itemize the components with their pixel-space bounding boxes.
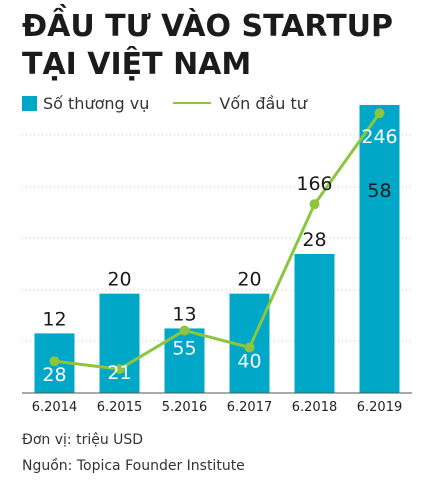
bar-label-6.2015: 20 xyxy=(107,269,131,291)
line-label-5.2016: 55 xyxy=(172,337,196,359)
line-label-6.2017: 40 xyxy=(237,351,261,373)
x-tick-6.2019: 6.2019 xyxy=(357,400,403,415)
bar-6.2018 xyxy=(294,253,335,393)
line-label-6.2019: 246 xyxy=(361,126,397,148)
x-tick-6.2018: 6.2018 xyxy=(292,400,338,415)
line-point-5.2016 xyxy=(179,325,190,336)
line-point-6.2015 xyxy=(114,364,125,375)
line-point-6.2017 xyxy=(244,342,255,353)
chart-title: ĐẦU TƯ VÀO STARTUP TẠI VIỆT NAM xyxy=(22,8,393,84)
chart-title-line-1: ĐẦU TƯ VÀO STARTUP xyxy=(22,9,394,44)
bar-6.2015 xyxy=(99,293,140,393)
bar-label-6.2017: 20 xyxy=(237,269,261,291)
x-tick-6.2015: 6.2015 xyxy=(97,400,143,415)
bar-label-6.2018: 28 xyxy=(302,229,326,251)
chart-legend: Số thương vụ Vốn đầu tư xyxy=(22,92,307,114)
unit-note: Đơn vị: triệu USD xyxy=(22,432,144,448)
bar-6.2019 xyxy=(359,104,400,393)
legend-line-label: Vốn đầu tư xyxy=(219,93,307,113)
line-label-6.2014: 28 xyxy=(42,364,66,386)
legend-bar-label: Số thương vụ xyxy=(43,93,150,113)
bar-label-6.2019: 58 xyxy=(367,180,391,202)
x-tick-5.2016: 5.2016 xyxy=(162,400,208,415)
x-tick-6.2014: 6.2014 xyxy=(32,400,78,415)
source-note: Nguồn: Topica Founder Institute xyxy=(22,458,245,474)
line-point-6.2019 xyxy=(374,108,385,119)
bar-label-6.2014: 12 xyxy=(42,308,66,330)
legend-bar-swatch xyxy=(22,95,37,111)
line-point-6.2014 xyxy=(49,356,60,367)
line-series-von-dau-tu xyxy=(54,112,381,371)
bar-label-5.2016: 13 xyxy=(172,303,196,325)
x-tick-6.2017: 6.2017 xyxy=(227,400,273,415)
legend-line-swatch xyxy=(173,102,212,104)
line-label-6.2018: 166 xyxy=(296,173,332,195)
line-label-6.2015: 21 xyxy=(107,362,131,384)
line-point-6.2018 xyxy=(309,199,320,210)
chart-title-line-2: TẠI VIỆT NAM xyxy=(22,47,252,82)
